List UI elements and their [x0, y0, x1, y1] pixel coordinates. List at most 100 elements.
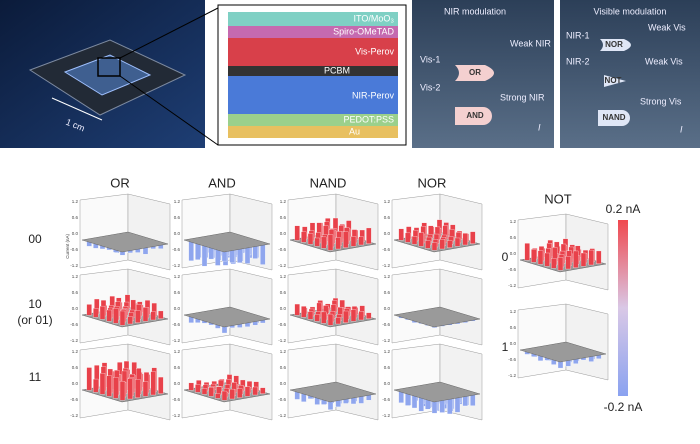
bar [358, 311, 364, 321]
tick-label: 1.2 [384, 349, 391, 354]
bar-plot: 1.2 0.6 0.0 -0.6 -1.2 [70, 343, 171, 421]
bar [573, 250, 579, 268]
bar [470, 231, 476, 244]
light-label: Strong NIR [500, 92, 545, 102]
plot-wall [79, 193, 129, 269]
layer [228, 126, 398, 138]
gate-label: NAND [602, 113, 625, 122]
vis-panel: Visible modulation NIR-1 NIR-2 Weak Vis … [560, 0, 700, 148]
tick-label: 0.0 [174, 306, 181, 311]
column-header: AND [208, 175, 235, 190]
light-label: Strong Vis [640, 96, 682, 106]
gate-shape [455, 65, 494, 81]
gate-shape [598, 110, 630, 126]
bar [150, 371, 156, 396]
tick-label: 0.6 [280, 365, 287, 370]
tick-label: -1.2 [70, 338, 78, 343]
bar [99, 305, 106, 320]
bar [544, 252, 550, 267]
column-header: NOR [418, 175, 447, 190]
bar [142, 381, 149, 397]
bar [237, 247, 243, 263]
bar [327, 234, 334, 251]
bar [135, 379, 141, 398]
tick-label: 0.0 [72, 381, 79, 386]
tick-label: -1.2 [278, 338, 286, 343]
tick-label: -0.6 [172, 247, 180, 252]
tick-label: -1.2 [172, 413, 180, 418]
bar [454, 396, 461, 413]
tick-label: 0.6 [72, 215, 79, 220]
tick-label: 1.2 [174, 349, 181, 354]
layer-label: Vis-Perov [355, 46, 394, 56]
bar-plot: 1.2 0.6 0.0 -0.6 -1.2 [382, 343, 483, 421]
tick-label: 0.0 [280, 306, 287, 311]
bar [596, 250, 602, 264]
tick-label: 1.2 [384, 199, 391, 204]
tick-label: -1.2 [172, 263, 180, 268]
bar [366, 227, 372, 244]
tick-label: 0.6 [174, 290, 181, 295]
bar-plot: 1.2 0.6 0.0 -0.6 -1.2 [172, 343, 273, 421]
bar [119, 381, 126, 401]
bar-plot: 1.2 0.6 0.0 -0.6 -1.2 [382, 268, 483, 346]
bar [150, 311, 156, 321]
tick-label: 0.0 [280, 231, 287, 236]
tick-label: -1.2 [278, 263, 286, 268]
layer [228, 26, 398, 38]
bar-plot: 1.2 0.6 0.0 -0.6 -1.2 [172, 193, 273, 271]
bar [350, 236, 357, 247]
layer [228, 66, 398, 76]
bar [93, 378, 99, 393]
bar [221, 390, 228, 401]
panel-title: NIR modulation [444, 6, 506, 16]
input-label: NIR-2 [566, 56, 590, 66]
bar [86, 367, 92, 391]
bar [537, 250, 544, 265]
tick-label: -1.2 [70, 413, 78, 418]
plot-floor [289, 381, 377, 403]
plot-floor [393, 381, 481, 403]
tick-label: 1.2 [72, 349, 79, 354]
row-label: 00 [28, 232, 42, 246]
bar [314, 314, 320, 322]
bar [188, 240, 194, 262]
tick-label: 1.2 [280, 274, 287, 279]
column-header: NAND [310, 175, 347, 190]
bar [99, 373, 106, 395]
tick-label: -1.2 [382, 263, 390, 268]
colorbar-max: 0.2 nA [606, 202, 641, 216]
bar [93, 308, 99, 318]
bar [327, 313, 334, 326]
bar [335, 237, 341, 250]
bar [462, 233, 468, 246]
row-label: (or 01) [17, 313, 52, 327]
bar [431, 400, 438, 414]
column-header: OR [110, 175, 130, 190]
tick-label: 0.6 [174, 365, 181, 370]
plot-wall [127, 193, 171, 271]
input-label: Vis-1 [420, 54, 440, 64]
zoom-box [97, 57, 121, 77]
light-label: Weak Vis [648, 22, 686, 32]
bar [135, 310, 141, 323]
tick-label: -0.6 [70, 397, 78, 402]
tick-label: 0.0 [280, 381, 287, 386]
bar [301, 306, 307, 318]
bar [411, 236, 418, 245]
tick-label: -1.2 [70, 263, 78, 268]
tick-label: 0.0 [510, 341, 517, 346]
bar [142, 307, 149, 322]
tick-label: 0.0 [174, 381, 181, 386]
bar [307, 233, 314, 245]
plot-wall [391, 268, 441, 344]
row-label: 10 [28, 297, 42, 311]
tick-label: 1.2 [510, 309, 517, 314]
layer-label: PEDOT:PSS [343, 114, 394, 124]
plot-wall [439, 268, 483, 346]
bar [113, 308, 119, 324]
panel-title: Visible modulation [594, 6, 667, 16]
bar [229, 388, 235, 400]
layer-label: PCBM [324, 65, 350, 75]
